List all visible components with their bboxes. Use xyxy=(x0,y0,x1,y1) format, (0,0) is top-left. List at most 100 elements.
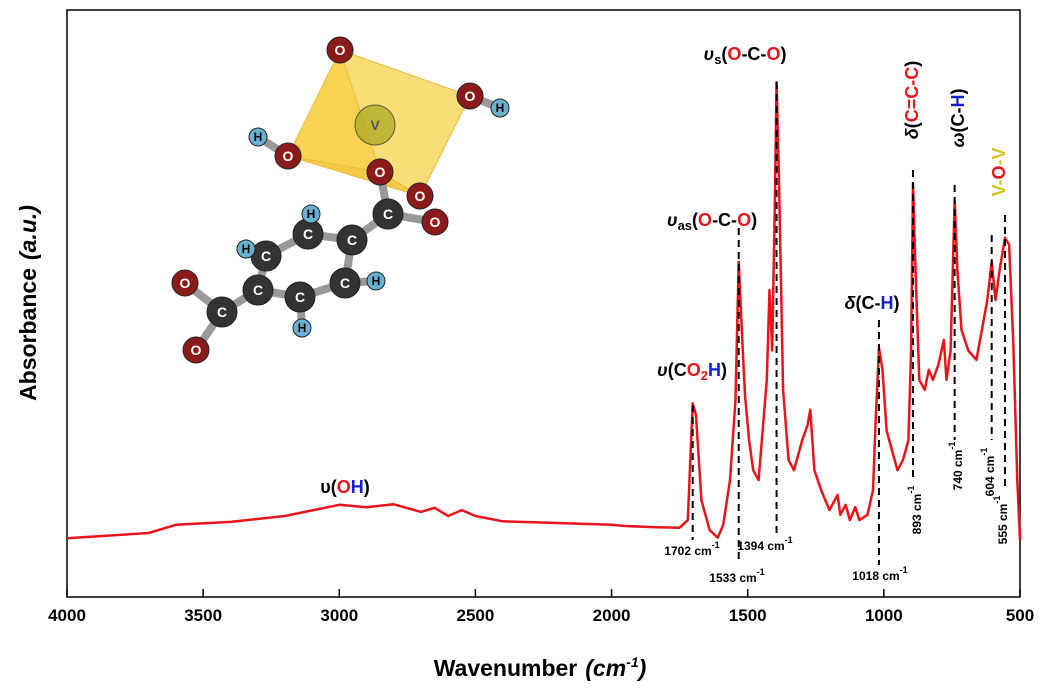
peak-label-text: 604 cm xyxy=(983,456,997,497)
annotation-part: ) xyxy=(902,61,922,67)
peak-label-exp: -1 xyxy=(757,567,765,577)
annotation-part: H xyxy=(881,293,894,313)
atom-label: C xyxy=(347,232,357,248)
x-title-unit: (cm xyxy=(585,655,626,681)
peak-label: 740 cm-1 xyxy=(947,442,965,491)
atom-label: O xyxy=(430,214,441,230)
peak-label-exp: -1 xyxy=(712,540,720,550)
atom-label: V xyxy=(370,117,380,133)
x-axis-title: Wavenumber (cm-1) xyxy=(434,654,647,681)
atom xyxy=(182,336,210,364)
x-tick-label: 500 xyxy=(1006,606,1034,625)
annotation-part: ) xyxy=(364,477,370,497)
annotation-part: ) xyxy=(948,88,968,94)
peak-label-text: 1702 cm xyxy=(664,544,711,558)
annotation-part: ) xyxy=(721,360,727,380)
atom xyxy=(406,182,434,210)
annotation-part: ( xyxy=(692,210,698,230)
atom-label: C xyxy=(295,289,305,305)
annotation-part: O xyxy=(766,44,780,64)
annotation-part: ω xyxy=(948,132,968,147)
annotation-part: s xyxy=(714,52,721,67)
annotation: δ(C-H) xyxy=(845,293,900,313)
annotation-part: -C- xyxy=(712,210,737,230)
annotation-part: H xyxy=(351,477,364,497)
peak-label: 1533 cm-1 xyxy=(709,567,764,585)
peak-label: 1394 cm-1 xyxy=(737,535,792,553)
annotation-part: (C xyxy=(668,360,687,380)
atom-label: H xyxy=(372,274,381,288)
atom-label: C xyxy=(383,206,393,222)
annotation-part: H xyxy=(948,94,968,107)
peak-label-text: 1394 cm xyxy=(737,539,784,553)
atom xyxy=(456,82,484,110)
annotation: υ(OH) xyxy=(320,477,370,497)
atom-label: C xyxy=(217,304,227,320)
annotation-part: ) xyxy=(780,44,786,64)
annotation-part: V- xyxy=(989,180,1009,197)
atom-label: H xyxy=(496,101,505,115)
atom xyxy=(248,127,268,147)
peak-label: 893 cm-1 xyxy=(906,486,924,535)
peak-label-exp: -1 xyxy=(900,565,908,575)
annotation-part: -V xyxy=(989,147,1009,165)
y-title-unit: (a.u.) xyxy=(15,205,41,260)
annotation-part: δ xyxy=(845,293,857,313)
atom-label: O xyxy=(180,275,191,291)
annotation-part: C=C-C xyxy=(902,67,922,123)
annotation-part: (C- xyxy=(948,107,968,132)
peak-label-exp: -1 xyxy=(785,535,793,545)
annotation-part: O xyxy=(337,477,351,497)
annotation-part: υ( xyxy=(320,477,336,497)
annotation-part: ( xyxy=(721,44,727,64)
peak-label: 604 cm-1 xyxy=(979,448,997,497)
peak-label-exp: -1 xyxy=(979,448,989,456)
atom xyxy=(236,239,256,259)
x-tick-label: 1500 xyxy=(729,606,767,625)
x-title-text: Wavenumber xyxy=(434,655,578,681)
atom xyxy=(490,98,510,118)
annotation-part: 2 xyxy=(701,368,708,383)
atom xyxy=(329,267,361,299)
x-tick-label: 3000 xyxy=(320,606,358,625)
annotation-part: ) xyxy=(751,210,757,230)
annotation-part: O xyxy=(737,210,751,230)
atom xyxy=(284,281,316,313)
x-tick-label: 1000 xyxy=(865,606,903,625)
atom-label: O xyxy=(375,164,386,180)
annotation-part: O xyxy=(727,44,741,64)
x-tick-label: 2000 xyxy=(593,606,631,625)
atom-label: O xyxy=(283,148,294,164)
peak-label: 1702 cm-1 xyxy=(664,540,719,558)
annotation-part: ( xyxy=(902,122,922,128)
peak-label-text: 893 cm xyxy=(910,494,924,535)
peak-label: 1018 cm-1 xyxy=(852,565,907,583)
annotation-part: υ xyxy=(704,44,715,64)
atom-label: C xyxy=(261,248,271,264)
annotation: υs(O-C-O) xyxy=(704,44,787,67)
atom xyxy=(326,36,354,64)
peak-label-text: 740 cm xyxy=(951,450,965,491)
peak-label-text: 1533 cm xyxy=(709,571,756,585)
atom-label: O xyxy=(335,42,346,58)
atom-label: H xyxy=(242,242,251,256)
annotation-part: as xyxy=(678,218,692,233)
spectrum-line xyxy=(66,80,1022,541)
atom xyxy=(421,208,449,236)
peak-label-text: 555 cm xyxy=(996,504,1010,545)
annotation: V-O-V xyxy=(989,147,1009,196)
annotation-part: υ xyxy=(657,360,668,380)
x-tick-label: 3500 xyxy=(184,606,222,625)
x-title-close: ) xyxy=(636,655,647,681)
atom xyxy=(301,204,321,224)
atom-label: O xyxy=(415,188,426,204)
atom-label: H xyxy=(254,130,263,144)
annotation-part: O xyxy=(687,360,701,380)
atom-label: H xyxy=(307,207,316,221)
atom-label: H xyxy=(298,321,307,335)
peak-label-exp: -1 xyxy=(992,496,1002,504)
x-tick-label: 2500 xyxy=(457,606,495,625)
peak-label-text: 1018 cm xyxy=(852,569,899,583)
atom-label: C xyxy=(303,226,313,242)
